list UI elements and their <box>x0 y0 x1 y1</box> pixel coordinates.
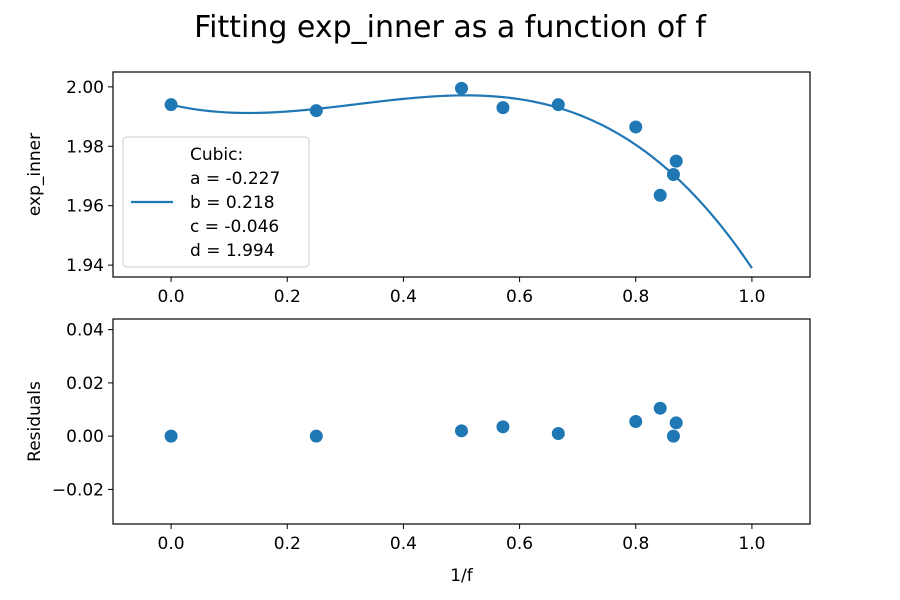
x-tick-label: 0.2 <box>274 287 301 307</box>
data-point <box>666 429 680 443</box>
y-tick-label: 0.02 <box>66 374 104 394</box>
axes-frame <box>112 318 811 525</box>
x-tick-label: 0.0 <box>158 287 185 307</box>
data-point <box>666 168 680 181</box>
data-point <box>629 120 643 134</box>
legend: Cubic: a = -0.227 b = 0.218 c = -0.046 d = 1… <box>122 136 310 268</box>
legend-entry-line: Cubic: <box>190 145 243 165</box>
x-tick-label: 0.0 <box>158 534 185 554</box>
y-tick-label: −0.02 <box>52 480 104 500</box>
y-axis-label: Residuals <box>25 381 45 462</box>
fit-axes: 0.0 0.2 0.4 0.6 0.8 1.0 1.94 1.96 1.98 2.00 exp_in… <box>25 71 811 307</box>
x-tick-label: 0.2 <box>274 534 301 554</box>
y-tick-label: 1.98 <box>66 137 104 157</box>
data-point <box>309 104 323 118</box>
data-point <box>669 154 683 168</box>
y-tick-label: 1.94 <box>66 256 104 276</box>
x-tick-label: 1.0 <box>738 287 765 307</box>
x-tick-label: 0.8 <box>622 287 649 307</box>
y-tick-label: 0.00 <box>66 427 104 447</box>
fit-curve <box>170 94 753 269</box>
data-point <box>164 429 178 443</box>
data-point <box>653 188 667 202</box>
data-point <box>669 416 683 430</box>
data-point <box>455 81 468 95</box>
y-tick-label: 1.96 <box>66 197 104 217</box>
y-tick-label: 2.00 <box>66 78 104 98</box>
legend-entry-line: d = 1.994 <box>190 241 275 261</box>
legend-frame <box>122 136 310 268</box>
data-point <box>496 101 510 115</box>
x-tick-label: 1.0 <box>738 534 765 554</box>
x-tick-label: 0.8 <box>622 534 649 554</box>
residuals-axes: 0.0 0.2 0.4 0.6 0.8 1.0 −0.02 0.00 0.02 0.04 Resid… <box>25 318 811 586</box>
data-point <box>309 429 323 443</box>
y-axis-label: exp_inner <box>25 133 45 216</box>
axes-frame <box>112 71 811 278</box>
data-point <box>551 426 565 440</box>
x-tick-label: 0.6 <box>506 534 533 554</box>
x-tick-label: 0.4 <box>390 287 417 307</box>
legend-entry-line: c = -0.046 <box>190 217 279 237</box>
legend-entry-line: a = -0.227 <box>190 169 280 189</box>
data-point <box>164 98 178 112</box>
x-tick-label: 0.6 <box>506 287 533 307</box>
data-point <box>629 415 643 428</box>
x-axis-label: 1/f <box>450 566 474 586</box>
data-point <box>496 420 510 434</box>
legend-entry-line: b = 0.218 <box>190 193 275 213</box>
data-point <box>455 424 468 438</box>
x-tick-label: 0.4 <box>390 534 417 554</box>
y-tick-label: 0.04 <box>66 321 104 341</box>
data-point <box>551 98 565 112</box>
data-point <box>653 401 667 415</box>
chart-title: Fitting exp_inner as a function of f <box>194 10 707 45</box>
